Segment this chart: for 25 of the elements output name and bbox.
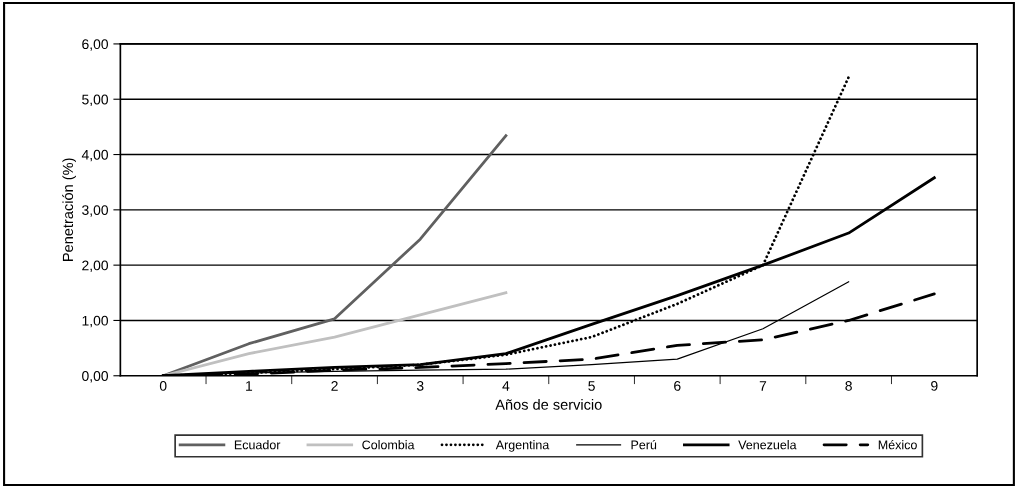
legend-label: Argentina (495, 440, 550, 452)
legend-label: Venezuela (738, 440, 797, 450)
x-tick-label: 6 (674, 380, 681, 391)
x-tick-label: 4 (502, 381, 510, 391)
x-tick-label: 0 (159, 380, 167, 391)
legend-label: México (878, 439, 917, 450)
legend-label: Perú (631, 439, 657, 450)
legend-label: Ecuador (234, 440, 281, 450)
y-tick-label: 6,00 (82, 39, 109, 51)
y-tick-label: 0,00 (82, 371, 109, 383)
x-tick-label: 1 (246, 381, 253, 391)
y-tick-label: 2,00 (82, 260, 109, 272)
x-tick-label: 2 (331, 380, 338, 391)
y-tick-label: 1,00 (82, 315, 109, 328)
x-tick-label: 9 (931, 380, 938, 391)
x-tick-label: 8 (845, 380, 852, 391)
x-tick-label: 7 (759, 381, 767, 391)
x-axis-title: Años de servicio (495, 399, 602, 410)
legend-label: Colombia (362, 440, 415, 450)
y-tick-label: 4,00 (81, 149, 109, 162)
x-tick-label: 5 (588, 381, 595, 391)
y-axis-title: Penetración (%) (62, 158, 76, 261)
x-tick-label: 3 (416, 380, 424, 391)
y-tick-label: 3,00 (82, 205, 109, 217)
y-tick-label: 5,00 (82, 94, 109, 107)
